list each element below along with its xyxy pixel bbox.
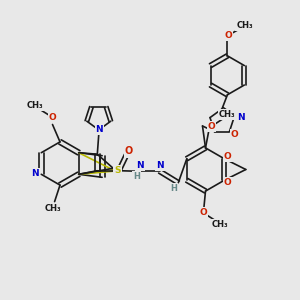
Text: CH₃: CH₃ xyxy=(212,220,228,229)
Text: H: H xyxy=(170,184,177,193)
Text: N: N xyxy=(136,161,144,170)
Text: S: S xyxy=(114,166,121,175)
Text: N: N xyxy=(31,169,38,178)
Text: N: N xyxy=(96,124,103,134)
Text: O: O xyxy=(49,113,56,122)
Text: O: O xyxy=(231,130,239,139)
Text: CH₃: CH₃ xyxy=(27,101,44,110)
Text: O: O xyxy=(199,208,207,217)
Text: CH₃: CH₃ xyxy=(236,21,253,30)
Text: O: O xyxy=(224,152,232,161)
Text: O: O xyxy=(125,146,133,157)
Text: CH₃: CH₃ xyxy=(44,204,61,213)
Text: O: O xyxy=(208,122,215,131)
Text: O: O xyxy=(224,178,232,187)
Text: N: N xyxy=(237,112,244,122)
Text: H: H xyxy=(133,172,140,181)
Text: O: O xyxy=(224,31,232,40)
Text: CH₃: CH₃ xyxy=(219,110,236,119)
Text: N: N xyxy=(157,161,164,170)
